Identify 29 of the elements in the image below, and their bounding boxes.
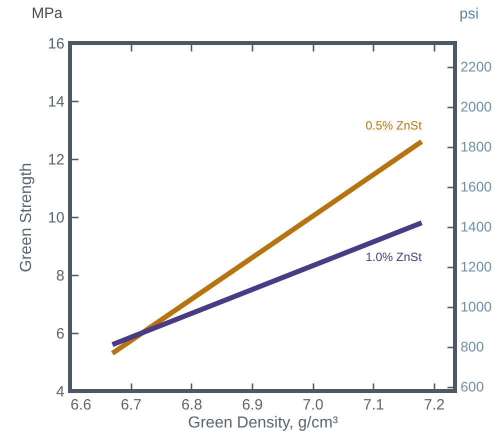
y2-tick-label: 800	[460, 338, 484, 355]
y2-tick-label: 1400	[460, 218, 492, 235]
y-tick-label: 10	[48, 210, 64, 226]
x-tick-label: 6.9	[242, 396, 263, 414]
y2-tick-label: 600	[460, 378, 484, 394]
y-tick-label: 6	[56, 326, 64, 342]
x-axis-title: Green Density, g/cm³	[188, 414, 339, 432]
y2-axis-title: psi	[460, 6, 479, 22]
y2-tick-label: 1200	[460, 258, 492, 275]
y-tick-label: 4	[56, 384, 64, 400]
y-tick-label: 14	[48, 94, 64, 110]
y-tick-label: 12	[48, 152, 64, 168]
x-tick-label: 6.6	[70, 396, 92, 414]
text: MPa	[32, 5, 64, 22]
x-tick-label: 7.0	[302, 396, 324, 414]
y2-tick-label: 2200	[460, 58, 492, 75]
y2-tick-label: 1800	[460, 138, 492, 155]
series-label: 1.0% ZnSt	[366, 250, 422, 264]
y2-tick-label: 1000	[460, 298, 492, 315]
y-tick-label: 16	[48, 36, 64, 52]
y-axis-title: Green Strength	[18, 162, 35, 272]
series-label: 0.5% ZnSt	[366, 118, 422, 133]
y-tick-label: 8	[56, 268, 64, 284]
x-tick-label: 6.8	[181, 396, 202, 414]
y2-tick-label: 1600	[460, 178, 492, 195]
x-tick-label: 6.7	[120, 396, 142, 414]
x-tick-label: 7.1	[363, 396, 384, 414]
y2-tick-label: 2000	[460, 98, 492, 115]
x-tick-label: 7.2	[424, 396, 445, 414]
